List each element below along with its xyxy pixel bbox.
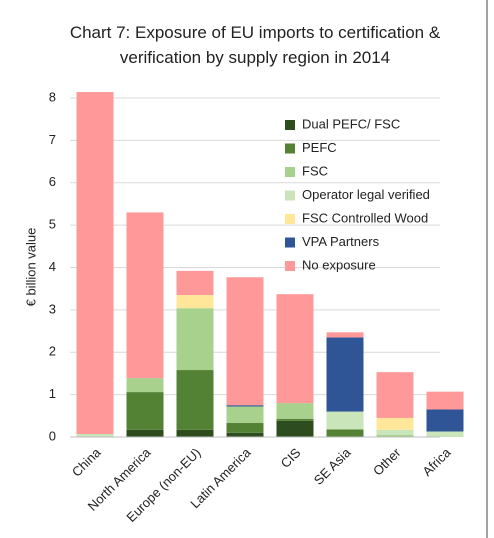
bar-segment — [276, 294, 314, 404]
bar-segment — [276, 420, 314, 437]
legend-label: FSC Controlled Wood — [302, 210, 428, 225]
bar-segment — [176, 270, 214, 296]
bar-segment — [226, 405, 264, 407]
bar-segment — [176, 308, 214, 371]
legend-swatch — [285, 167, 295, 177]
bar-segment — [376, 429, 414, 435]
bar-segment — [126, 212, 164, 379]
bar-segment — [226, 406, 264, 424]
legend-label: VPA Partners — [302, 234, 380, 249]
bar-segment — [176, 429, 214, 437]
y-tick-label: 5 — [49, 217, 56, 232]
legend-swatch — [285, 237, 295, 248]
legend-swatch — [285, 261, 295, 271]
legend-swatch — [285, 214, 295, 224]
bar-segment — [226, 423, 264, 433]
bar-segment — [126, 392, 164, 430]
bar-segment — [426, 431, 464, 437]
legend-label: FSC — [302, 163, 328, 178]
legend-swatch — [285, 120, 295, 130]
chart-title: Chart 7: Exposure of EU imports to certi… — [69, 23, 441, 67]
bar-segment — [226, 432, 264, 437]
bar-segment — [126, 378, 164, 393]
legend-swatch — [285, 190, 295, 201]
bar-segment — [326, 337, 364, 412]
bar-segment — [426, 391, 464, 410]
y-tick-label: 4 — [49, 259, 56, 274]
legend-swatch — [285, 143, 295, 154]
bar-segment — [176, 370, 214, 430]
legend-label: Dual PEFC/ FSC — [302, 116, 400, 131]
bar-segment — [176, 295, 214, 309]
bar-segment — [76, 92, 114, 435]
bar-segment — [276, 418, 314, 421]
bar-segment — [376, 372, 414, 418]
x-tick-label: Other — [370, 444, 404, 478]
bar-segment — [326, 332, 364, 338]
legend-label: Operator legal verified — [302, 187, 430, 202]
bar-segment — [426, 409, 464, 432]
bar-segment — [326, 429, 364, 437]
y-tick-label: 8 — [49, 89, 56, 104]
x-tick-label: SE Asia — [311, 444, 354, 487]
y-tick-label: 7 — [49, 132, 56, 147]
legend-label: PEFC — [302, 140, 337, 155]
x-tick-label: Africa — [419, 444, 454, 479]
legend-label: No exposure — [302, 257, 376, 272]
y-tick-label: 6 — [49, 174, 56, 189]
bar-segment — [226, 277, 264, 406]
x-tick-label: CIS — [278, 445, 304, 471]
y-tick-label: 2 — [49, 344, 56, 359]
bar-segment — [326, 411, 364, 430]
y-tick-label: 0 — [49, 428, 56, 443]
bar-segment — [376, 417, 414, 430]
bar-segment — [126, 429, 164, 437]
y-tick-label: 1 — [49, 386, 56, 401]
x-tick-label: China — [69, 444, 104, 479]
bar-segment — [376, 434, 414, 437]
bar-segment — [276, 403, 314, 419]
y-tick-label: 3 — [49, 301, 56, 316]
bar-segment — [76, 434, 114, 437]
y-axis-label: € billion value — [23, 228, 38, 307]
